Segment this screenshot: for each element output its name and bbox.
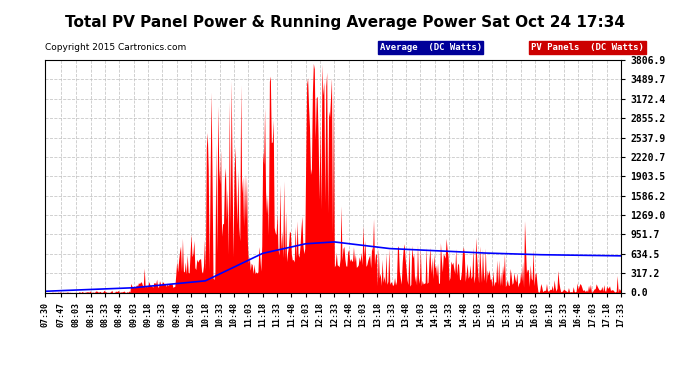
Text: Average  (DC Watts): Average (DC Watts) — [380, 43, 482, 52]
Text: Total PV Panel Power & Running Average Power Sat Oct 24 17:34: Total PV Panel Power & Running Average P… — [65, 15, 625, 30]
Text: PV Panels  (DC Watts): PV Panels (DC Watts) — [531, 43, 644, 52]
Text: Copyright 2015 Cartronics.com: Copyright 2015 Cartronics.com — [45, 43, 186, 52]
